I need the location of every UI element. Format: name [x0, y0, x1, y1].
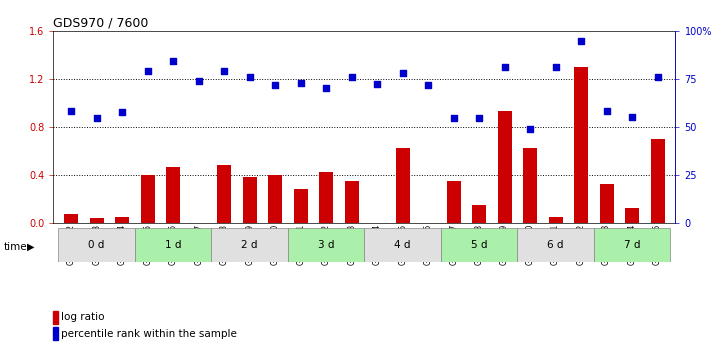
Point — [525, 126, 536, 132]
Bar — [625, 208, 639, 223]
Text: 6 d: 6 d — [547, 240, 564, 250]
Text: GDS970 / 7600: GDS970 / 7600 — [53, 17, 149, 30]
Bar — [242, 177, 257, 223]
Bar — [319, 172, 333, 223]
Bar — [217, 165, 231, 223]
Bar — [115, 217, 129, 223]
Bar — [549, 217, 562, 223]
Point — [142, 68, 154, 73]
Point — [397, 70, 408, 76]
Point — [65, 108, 77, 114]
Point — [371, 81, 383, 87]
Bar — [651, 139, 665, 223]
Point — [601, 108, 612, 114]
Point — [448, 116, 459, 121]
Text: 3 d: 3 d — [318, 240, 334, 250]
Point — [269, 82, 281, 88]
Text: 4 d: 4 d — [395, 240, 411, 250]
Text: 5 d: 5 d — [471, 240, 487, 250]
Bar — [294, 189, 308, 223]
Point — [117, 110, 128, 115]
Point — [474, 116, 485, 121]
Point — [499, 64, 510, 70]
Point — [346, 74, 358, 79]
Point — [193, 79, 204, 84]
Bar — [364, 228, 441, 262]
Point — [218, 68, 230, 73]
Point — [575, 38, 587, 43]
Point — [244, 74, 255, 79]
Bar — [268, 175, 282, 223]
Point — [550, 64, 561, 70]
Bar — [53, 327, 58, 340]
Point — [295, 80, 306, 85]
Bar — [472, 205, 486, 223]
Text: 1 d: 1 d — [165, 240, 181, 250]
Bar — [64, 214, 78, 223]
Text: 2 d: 2 d — [242, 240, 258, 250]
Bar — [518, 228, 594, 262]
Point — [422, 82, 434, 88]
Bar — [574, 67, 588, 223]
Point — [321, 86, 332, 91]
Bar — [211, 228, 288, 262]
Point — [91, 116, 102, 121]
Bar — [58, 228, 135, 262]
Bar — [345, 181, 358, 223]
Text: percentile rank within the sample: percentile rank within the sample — [61, 329, 237, 338]
Bar — [523, 148, 537, 223]
Text: time: time — [4, 242, 27, 252]
Text: 0 d: 0 d — [88, 240, 105, 250]
Text: ▶: ▶ — [27, 242, 35, 252]
Bar — [135, 228, 211, 262]
Bar — [395, 148, 410, 223]
Bar — [141, 175, 155, 223]
Bar — [53, 311, 58, 324]
Bar — [90, 218, 104, 223]
Bar — [166, 167, 180, 223]
Bar — [288, 228, 364, 262]
Point — [652, 74, 663, 79]
Bar — [447, 181, 461, 223]
Bar — [594, 228, 670, 262]
Text: log ratio: log ratio — [61, 313, 105, 322]
Point — [626, 115, 638, 120]
Point — [168, 58, 179, 64]
Bar — [599, 184, 614, 223]
Bar — [441, 228, 518, 262]
Bar — [498, 111, 512, 223]
Text: 7 d: 7 d — [624, 240, 641, 250]
